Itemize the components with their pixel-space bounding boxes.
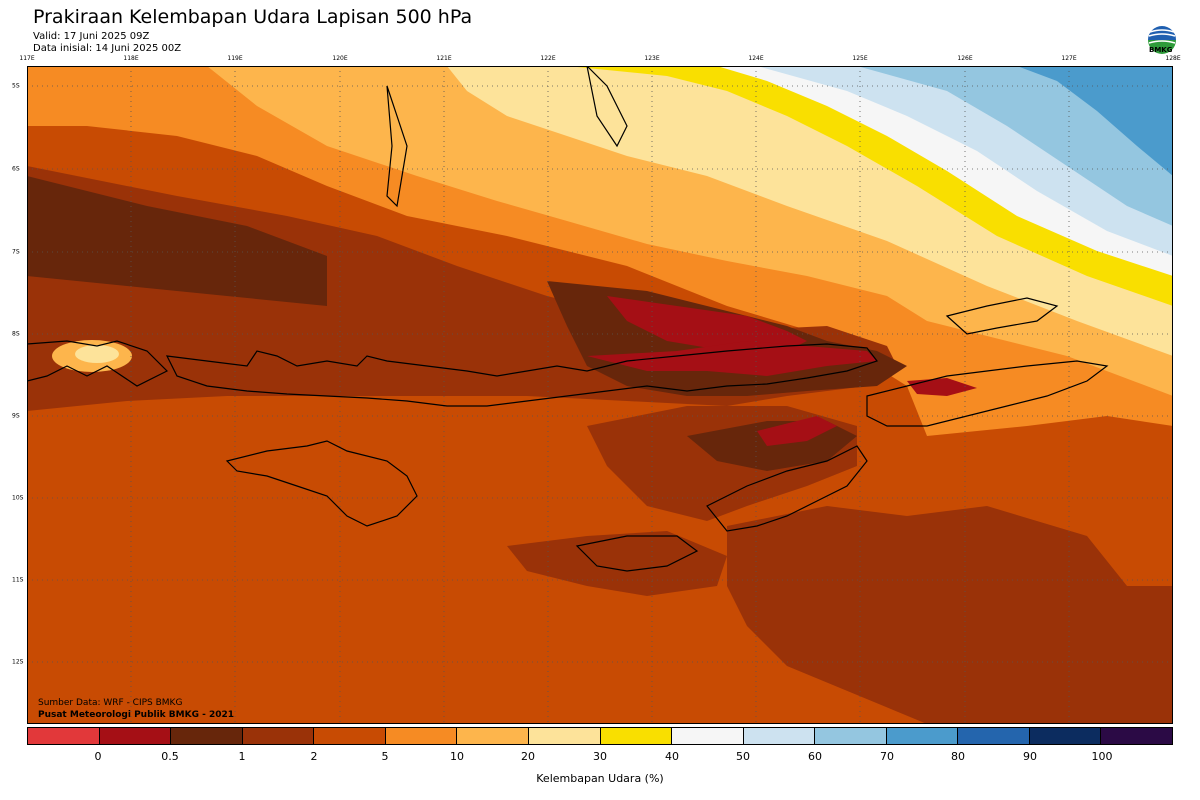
colorbar-tick: 0 [94, 750, 102, 763]
lat-label: 12S [12, 658, 24, 666]
colorbar-tick: 100 [1091, 750, 1113, 763]
colorbar-swatch [242, 728, 315, 744]
map-title: Prakiraan Kelembapan Udara Lapisan 500 h… [33, 6, 473, 28]
humidity-band-0.5-1 [27, 176, 327, 306]
humidity-band-70-80 [1017, 66, 1173, 176]
humidity-band-0-0.5 [607, 296, 807, 351]
lon-label: 119E [227, 55, 243, 62]
coastline-flores-islands [386, 85, 408, 208]
coastline-tanimbar [945, 297, 1059, 335]
colorbar-tick: 10 [450, 750, 464, 763]
coastline-sumba [225, 440, 418, 527]
humidity-band-1-2 [727, 506, 1173, 724]
lat-label: 9S [12, 412, 20, 420]
colorbar-swatch [600, 728, 673, 744]
colorbar [27, 727, 1173, 745]
colorbar-tick: 5 [381, 750, 389, 763]
colorbar-label: Kelembapan Udara (%) [536, 772, 664, 785]
bmkg-logo-icon [1148, 26, 1176, 54]
graticule [27, 66, 1173, 724]
colorbar-tick: 60 [808, 750, 822, 763]
colorbar-swatch [1029, 728, 1102, 744]
colorbar-swatch [457, 728, 529, 744]
lon-label: 127E [1061, 55, 1077, 62]
colorbar-swatch [815, 728, 887, 744]
lon-label: 120E [332, 55, 348, 62]
coastlines [27, 66, 1109, 572]
colorbar-tick: 80 [951, 750, 965, 763]
valid-time: Valid: 17 Juni 2025 09Z [33, 31, 150, 42]
lat-label: 8S [12, 330, 20, 338]
initial-data-time: Data inisial: 14 Juni 2025 00Z [33, 43, 182, 54]
humidity-band-0-0.5 [757, 416, 837, 446]
colorbar-swatch [99, 728, 172, 744]
coastline-sulawesi-south [586, 66, 628, 148]
colorbar-swatch [314, 728, 386, 744]
colorbar-tick: 0.5 [161, 750, 179, 763]
coastline-sumbawa [165, 343, 878, 407]
coastline-timor [706, 445, 868, 532]
humidity-band-0-0.5 [907, 378, 977, 396]
lon-label: 124E [748, 55, 764, 62]
colorbar-swatch [528, 728, 601, 744]
source-credit: Sumber Data: WRF - CIPS BMKG [38, 698, 183, 708]
lon-label: 123E [644, 55, 660, 62]
colorbar-tick: 1 [238, 750, 246, 763]
colorbar-swatch [171, 728, 243, 744]
lon-label: 118E [123, 55, 139, 62]
colorbar-tick: 50 [736, 750, 750, 763]
colorbar-tick: 2 [310, 750, 318, 763]
coastline-rote [575, 535, 699, 572]
colorbar-swatch [958, 728, 1030, 744]
lat-label: 7S [12, 248, 20, 256]
colorbar-swatch [28, 728, 100, 744]
colorbar-tick: 40 [665, 750, 679, 763]
colorbar-tick: 30 [593, 750, 607, 763]
colorbar-tick: 90 [1023, 750, 1037, 763]
coastline-timor-east [866, 360, 1109, 427]
colorbar-tick: 70 [880, 750, 894, 763]
lon-label: 122E [540, 55, 556, 62]
colorbar-swatch [1101, 728, 1172, 744]
lat-label: 11S [12, 576, 24, 584]
lat-label: 5S [12, 82, 20, 90]
colorbar-tick: 20 [521, 750, 535, 763]
organization-credit: Pusat Meteorologi Publik BMKG - 2021 [38, 710, 235, 720]
humidity-band-20-30 [75, 345, 119, 363]
colorbar-swatch [743, 728, 816, 744]
lon-label: 117E [19, 55, 35, 62]
colorbar-swatch [385, 728, 458, 744]
lon-label: 128E [1165, 55, 1181, 62]
colorbar-swatch [886, 728, 959, 744]
coastline-lombok-sumbawa [27, 340, 169, 387]
lon-label: 121E [436, 55, 452, 62]
lat-label: 6S [12, 165, 20, 173]
lon-label: 126E [957, 55, 973, 62]
humidity-map [27, 66, 1173, 724]
logo-text: BMKG [1149, 46, 1173, 54]
lon-label: 125E [852, 55, 868, 62]
colorbar-swatch [672, 728, 744, 744]
humidity-band-0-0.5 [587, 341, 877, 376]
lat-label: 10S [12, 494, 24, 502]
